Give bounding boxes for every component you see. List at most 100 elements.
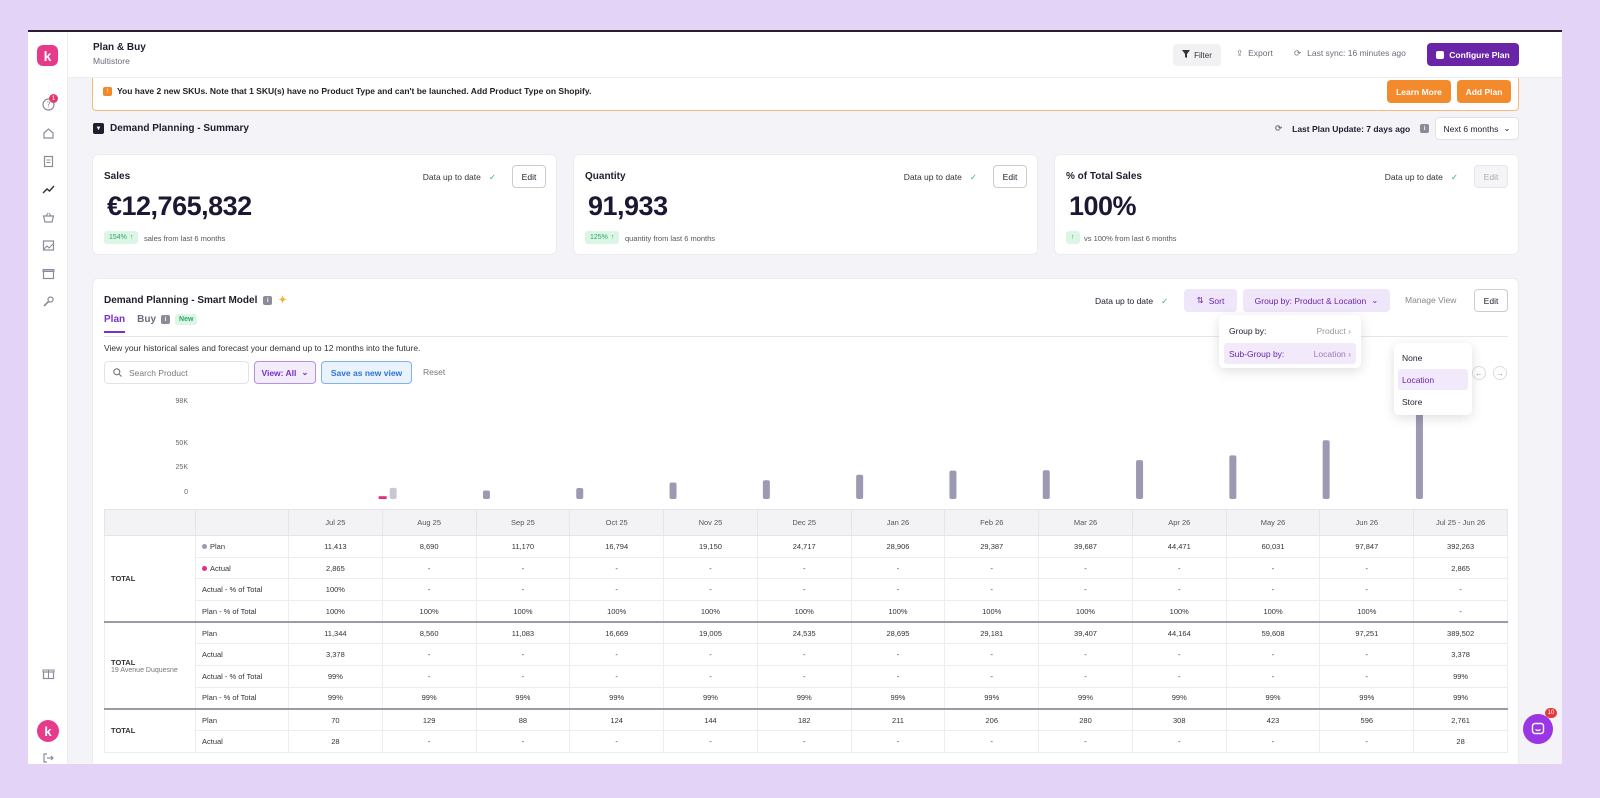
summary-header[interactable]: ▼ Demand Planning - Summary <box>93 123 249 134</box>
chevron-right-icon: › <box>1348 348 1351 359</box>
table-cell: 28,906 <box>850 535 946 558</box>
table-cell: 11,413 <box>288 535 383 558</box>
next-arrow-icon[interactable]: → <box>1493 366 1507 380</box>
table-cell: - <box>850 556 946 580</box>
manage-view-button[interactable]: Manage View <box>1405 295 1457 305</box>
search-placeholder: Search Product <box>129 367 188 378</box>
add-plan-button[interactable]: Add Plan <box>1457 80 1511 103</box>
logo[interactable]: k <box>37 45 58 66</box>
column-header: Sep 25 <box>475 509 571 536</box>
basket-icon[interactable] <box>40 209 56 225</box>
plan-bar[interactable] <box>949 470 957 499</box>
tab-bar: Plan Buy i New <box>104 314 198 333</box>
banner-text: You have 2 new SKUs. Note that 1 SKU(s) … <box>117 86 592 96</box>
group-name: TOTAL <box>111 657 136 667</box>
edit-button[interactable]: Edit <box>1474 165 1508 188</box>
table-cell: 99% <box>1225 686 1321 710</box>
tab-buy[interactable]: Buy i New <box>137 314 198 333</box>
sync-status[interactable]: ⟳ Last sync: 16 minutes ago <box>1294 48 1406 59</box>
avatar[interactable]: k <box>37 720 59 742</box>
save-view-button[interactable]: Save as new view <box>321 361 412 384</box>
gift-icon[interactable] <box>40 665 56 681</box>
table-cell: 100% <box>756 600 852 623</box>
learn-more-button[interactable]: Learn More <box>1387 80 1451 103</box>
sub-group-dropdown: None Location Store <box>1394 343 1472 415</box>
plan-bar[interactable] <box>389 487 397 499</box>
group-by-option[interactable]: Group by: Product › <box>1224 320 1356 341</box>
refresh-icon[interactable]: ⟳ <box>1275 123 1283 133</box>
row-label-text: Plan <box>210 541 226 551</box>
export-button[interactable]: ⇪ Export <box>1236 48 1273 59</box>
info-icon: i <box>1420 124 1430 133</box>
plan-bar[interactable] <box>762 480 770 499</box>
table-cell: - <box>1225 730 1321 753</box>
sort-button[interactable]: ⇅ Sort <box>1184 289 1237 312</box>
table-cell: 100% <box>1038 600 1133 623</box>
document-icon[interactable] <box>40 153 56 169</box>
chevron-down-icon: ⌄ <box>1503 123 1511 133</box>
table-cell: 129 <box>381 708 477 732</box>
table-cell: - <box>944 643 1040 667</box>
plan-bar[interactable] <box>856 474 864 499</box>
table-cell: - <box>381 665 477 688</box>
table-cell: 308 <box>1131 708 1227 732</box>
option-none[interactable]: None <box>1402 352 1423 363</box>
plan-bar[interactable] <box>1042 470 1050 499</box>
configure-plan-button[interactable]: Configure Plan <box>1427 43 1519 66</box>
range-select[interactable]: Next 6 months ⌄ <box>1435 117 1519 140</box>
option-location[interactable]: Location <box>1398 369 1468 390</box>
plan-bar[interactable] <box>1415 403 1423 499</box>
edit-button[interactable]: Edit <box>512 165 546 188</box>
table-cell: - <box>1225 556 1321 580</box>
group-by-button[interactable]: Group by: Product & Location ⌄ <box>1243 289 1390 312</box>
table-cell: - <box>569 556 665 580</box>
edit-button[interactable]: Edit <box>1474 289 1508 312</box>
plan-bar[interactable] <box>1229 455 1237 499</box>
table-cell: - <box>1038 643 1133 667</box>
trend-icon[interactable] <box>40 181 56 197</box>
table-cell: - <box>663 730 758 753</box>
plan-bar[interactable] <box>1136 460 1144 499</box>
plan-bar[interactable] <box>576 488 584 499</box>
box-icon[interactable] <box>40 265 56 281</box>
table-cell: 99% <box>1413 665 1508 688</box>
row-label: Actual <box>195 730 289 753</box>
edit-button[interactable]: Edit <box>993 165 1027 188</box>
chat-button[interactable] <box>1523 714 1553 744</box>
table-cell: 16,669 <box>569 621 665 645</box>
reset-button[interactable]: Reset <box>423 367 446 377</box>
sub-group-by-option[interactable]: Sub-Group by: Location › <box>1224 343 1356 364</box>
column-header: Jul 25 <box>288 509 383 536</box>
export-label: Export <box>1248 48 1273 58</box>
actual-bar[interactable] <box>378 496 387 499</box>
header-cell <box>195 509 289 536</box>
plan-bar[interactable] <box>1322 440 1330 499</box>
table-cell: 99% <box>756 686 852 710</box>
option-store[interactable]: Store <box>1402 396 1423 407</box>
collapse-icon[interactable]: ▼ <box>93 123 104 134</box>
row-label: Plan - % of Total <box>195 686 289 710</box>
help-icon[interactable]: ? <box>40 96 56 112</box>
table-cell: 70 <box>288 708 383 732</box>
table-cell: - <box>756 730 852 753</box>
logout-icon[interactable] <box>40 750 56 764</box>
table-cell: 100% <box>569 600 665 623</box>
plan-bar[interactable] <box>482 490 490 499</box>
row-label: Plan <box>195 535 289 558</box>
prev-arrow-icon[interactable]: ← <box>1472 366 1486 380</box>
card-note: sales from last 6 months <box>144 234 226 243</box>
y-tick: 25K <box>175 464 188 471</box>
percent-sales-card: % of Total Sales Data up to date ✓ Edit 1… <box>1054 154 1519 255</box>
table-cell: - <box>944 665 1040 688</box>
image-icon[interactable] <box>40 237 56 253</box>
plan-bar[interactable] <box>669 482 677 499</box>
table-cell: - <box>1319 643 1415 667</box>
table-cell: - <box>850 578 946 602</box>
wrench-icon[interactable] <box>40 293 56 309</box>
search-input[interactable]: Search Product <box>104 361 249 384</box>
home-icon[interactable] <box>40 125 56 141</box>
tab-plan[interactable]: Plan <box>104 314 126 333</box>
info-icon: i <box>161 315 171 324</box>
view-select[interactable]: View: All ⌄ <box>254 361 316 384</box>
filter-button[interactable]: Filter <box>1173 44 1221 66</box>
